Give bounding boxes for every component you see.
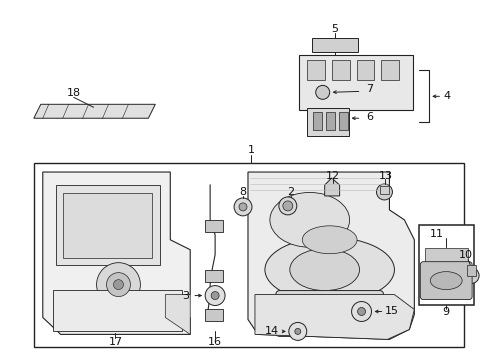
Bar — [205, 310, 223, 321]
Bar — [311, 37, 357, 53]
Bar — [34, 163, 463, 347]
Circle shape — [113, 280, 123, 289]
Bar — [306, 108, 348, 136]
Text: 5: 5 — [330, 24, 338, 33]
Bar — [338, 112, 347, 130]
Circle shape — [357, 307, 365, 315]
Bar — [306, 60, 324, 80]
Circle shape — [315, 85, 329, 99]
Circle shape — [462, 268, 478, 284]
Polygon shape — [254, 294, 413, 339]
Bar — [205, 270, 223, 282]
Bar — [312, 112, 321, 130]
Bar — [56, 185, 160, 265]
Text: 2: 2 — [286, 187, 294, 197]
Text: 15: 15 — [384, 306, 398, 316]
Bar — [425, 248, 467, 262]
Bar — [466, 265, 475, 276]
Ellipse shape — [269, 193, 349, 247]
Bar — [419, 225, 473, 305]
Circle shape — [278, 197, 296, 215]
Polygon shape — [42, 172, 190, 334]
Circle shape — [239, 203, 246, 211]
Text: 16: 16 — [208, 337, 222, 347]
Circle shape — [288, 323, 306, 340]
Bar — [381, 60, 399, 80]
Text: 7: 7 — [365, 84, 372, 94]
Circle shape — [294, 328, 300, 334]
FancyBboxPatch shape — [275, 291, 383, 336]
Bar — [298, 55, 412, 110]
Polygon shape — [34, 104, 155, 118]
Bar — [205, 220, 223, 232]
Text: 9: 9 — [442, 307, 449, 318]
Text: 18: 18 — [66, 88, 81, 98]
Circle shape — [234, 198, 251, 216]
Bar — [331, 60, 349, 80]
Ellipse shape — [302, 226, 356, 254]
Circle shape — [211, 292, 219, 300]
Circle shape — [351, 302, 371, 321]
Text: 1: 1 — [247, 145, 254, 155]
Text: 10: 10 — [458, 250, 472, 260]
Bar — [356, 60, 374, 80]
Text: 11: 11 — [429, 229, 443, 239]
Text: 3: 3 — [182, 291, 188, 301]
Bar — [62, 193, 152, 258]
Text: 14: 14 — [264, 327, 278, 336]
Polygon shape — [165, 294, 190, 334]
Polygon shape — [247, 172, 413, 339]
Ellipse shape — [429, 272, 461, 289]
Text: 12: 12 — [325, 171, 339, 181]
Text: 6: 6 — [365, 112, 372, 122]
FancyBboxPatch shape — [420, 262, 471, 300]
Circle shape — [205, 285, 224, 306]
Bar — [325, 112, 334, 130]
Bar — [53, 289, 182, 332]
Ellipse shape — [289, 249, 359, 291]
Text: 17: 17 — [108, 337, 122, 347]
Ellipse shape — [264, 237, 394, 302]
Circle shape — [376, 184, 392, 200]
Circle shape — [96, 263, 140, 306]
Circle shape — [106, 273, 130, 297]
Polygon shape — [324, 178, 339, 196]
Text: 4: 4 — [443, 91, 450, 101]
Bar — [380, 186, 388, 194]
Text: 8: 8 — [239, 187, 246, 197]
Text: 13: 13 — [378, 171, 392, 181]
Circle shape — [282, 201, 292, 211]
